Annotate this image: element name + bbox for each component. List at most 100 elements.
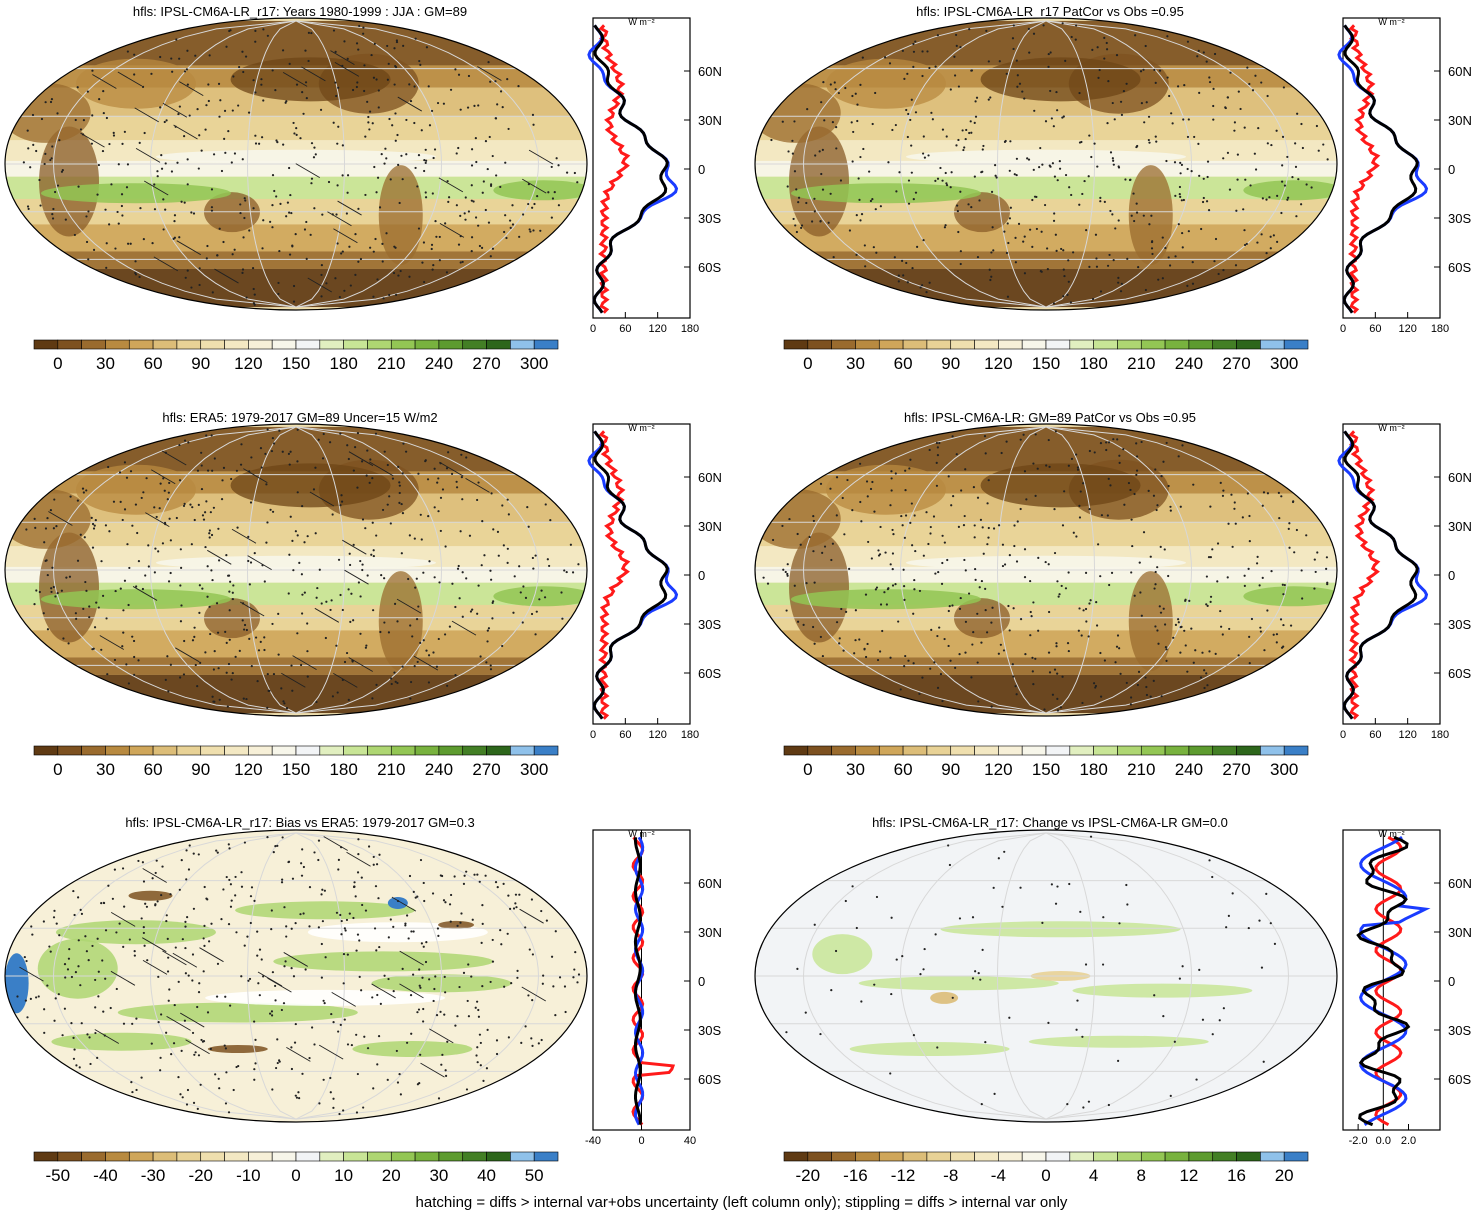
colorbar-swatch (33, 339, 59, 350)
series-model (592, 430, 669, 720)
colorbar-swatch (271, 745, 297, 756)
colorbar-swatch (271, 339, 297, 350)
colorbar-swatch (295, 339, 321, 350)
colorbar-swatch (248, 745, 273, 756)
colorbar-tick-label: 10 (334, 1166, 353, 1185)
colorbar-swatch (462, 1151, 487, 1162)
colorbar-tick-label: 30 (96, 760, 115, 779)
colorbar-swatch (367, 339, 392, 350)
colorbar-tick-label: -12 (891, 1166, 916, 1185)
colorbar-tick-label: 240 (1175, 760, 1203, 779)
colorbar-swatch (438, 745, 464, 756)
colorbar-swatch (902, 745, 928, 756)
profile-x-tick-label: 0 (590, 729, 596, 741)
colorbar-tick-label: 300 (520, 354, 548, 373)
colorbar-swatch (438, 1151, 464, 1162)
colorbar-swatch (1069, 339, 1094, 350)
colorbar-tick-label: 150 (282, 354, 310, 373)
colorbar-swatch (33, 745, 59, 756)
colorbar-swatch (33, 1151, 59, 1162)
profile-units: W m⁻² (628, 423, 654, 433)
profile-x-tick-label: 0 (638, 1135, 644, 1147)
panel-title: hfls: ERA5: 1979-2017 GM=89 Uncer=15 W/m… (162, 410, 438, 425)
colorbar-tick-label: 90 (191, 760, 210, 779)
colorbar-tick-label: 60 (894, 760, 913, 779)
colorbar-swatch (57, 339, 82, 350)
colorbar-swatch (1117, 745, 1142, 756)
colorbar-tick-label: 210 (377, 760, 405, 779)
panel-title: hfls: IPSL-CM6A-LR_r17: Bias vs ERA5: 19… (125, 815, 475, 830)
colorbar-swatch (462, 745, 487, 756)
colorbar-swatch (200, 745, 225, 756)
colorbar-tick-label: 120 (984, 354, 1012, 373)
profile-x-tick-label: -2.0 (1349, 1135, 1368, 1147)
colorbar-tick-label: 240 (425, 760, 453, 779)
profile-x-tick-label: 60 (1369, 729, 1381, 741)
colorbar-swatch (533, 339, 559, 350)
map-0 (4, 17, 588, 311)
colorbar-swatch (783, 745, 809, 756)
colorbar-swatch (1212, 745, 1237, 756)
colorbar-swatch (783, 339, 809, 350)
colorbar-3: 0 30 60 90 120 150 180 210 240 270 300 (783, 745, 1309, 779)
colorbar-tick-label: 60 (144, 354, 163, 373)
colorbar-tick-label: 0 (53, 354, 62, 373)
colorbar-swatch (414, 745, 440, 756)
profile-x-tick-label: 120 (648, 729, 666, 741)
profile-lat-label: 60N (698, 470, 722, 485)
colorbar-tick-label: 180 (1079, 760, 1107, 779)
profile-x-tick-label: -40 (585, 1135, 601, 1147)
profile-lat-label: 60S (698, 1072, 721, 1087)
series-diff (598, 430, 631, 720)
colorbar-swatch (1093, 339, 1118, 350)
colorbar-swatch (1140, 339, 1166, 350)
profile-lat-label: 30N (1448, 113, 1472, 128)
colorbar-swatch (974, 1151, 999, 1162)
colorbar-swatch (152, 339, 178, 350)
colorbar-swatch (1283, 745, 1309, 756)
panel-title: hfls: IPSL-CM6A-LR_r17: Change vs IPSL-C… (872, 815, 1228, 830)
colorbar-tick-label: 180 (329, 354, 357, 373)
profile-lat-label: 60S (1448, 260, 1471, 275)
profile-x-tick-label: 180 (1431, 323, 1449, 335)
colorbar-swatch (176, 745, 202, 756)
colorbar-swatch (1140, 745, 1166, 756)
colorbar-tick-label: 300 (1270, 354, 1298, 373)
colorbar-swatch (902, 339, 928, 350)
colorbar-swatch (1164, 339, 1190, 350)
profile-lat-label: 30S (698, 617, 721, 632)
colorbar-tick-label: 0 (1041, 1166, 1050, 1185)
colorbar-swatch (295, 1151, 321, 1162)
profile-lat-label: 30S (1448, 211, 1471, 226)
colorbar-swatch (1069, 745, 1094, 756)
map-2 (4, 423, 588, 717)
map-5 (754, 829, 1338, 1123)
colorbar-4: -50 -40 -30 -20 -10 0 10 20 30 40 50 (33, 1151, 559, 1185)
colorbar-swatch (533, 745, 559, 756)
colorbar-swatch (57, 1151, 82, 1162)
colorbar-swatch (105, 745, 130, 756)
colorbar-swatch (974, 339, 999, 350)
colorbar-swatch (926, 339, 952, 350)
colorbar-swatch (200, 339, 225, 350)
profile-lat-label: 30N (698, 519, 722, 534)
colorbar-swatch (1236, 1151, 1261, 1162)
colorbar-tick-label: 12 (1179, 1166, 1198, 1185)
colorbar-swatch (1045, 339, 1071, 350)
colorbar-swatch (1045, 1151, 1071, 1162)
colorbar-tick-label: -4 (991, 1166, 1006, 1185)
colorbar-tick-label: 60 (894, 354, 913, 373)
profile-lat-label: 0 (1448, 568, 1455, 583)
footnote: hatching = diffs > internal var+obs unce… (415, 1194, 1068, 1211)
colorbar-swatch (1021, 745, 1047, 756)
colorbar-tick-label: 30 (96, 354, 115, 373)
colorbar-tick-label: -20 (796, 1166, 821, 1185)
profile-x-tick-label: 0 (1340, 729, 1346, 741)
colorbar-swatch (1188, 1151, 1214, 1162)
colorbar-swatch (1188, 339, 1214, 350)
colorbar-swatch (855, 339, 880, 350)
profile-lat-label: 0 (698, 568, 705, 583)
colorbar-swatch (343, 745, 368, 756)
profile-lat-label: 30N (1448, 925, 1472, 940)
